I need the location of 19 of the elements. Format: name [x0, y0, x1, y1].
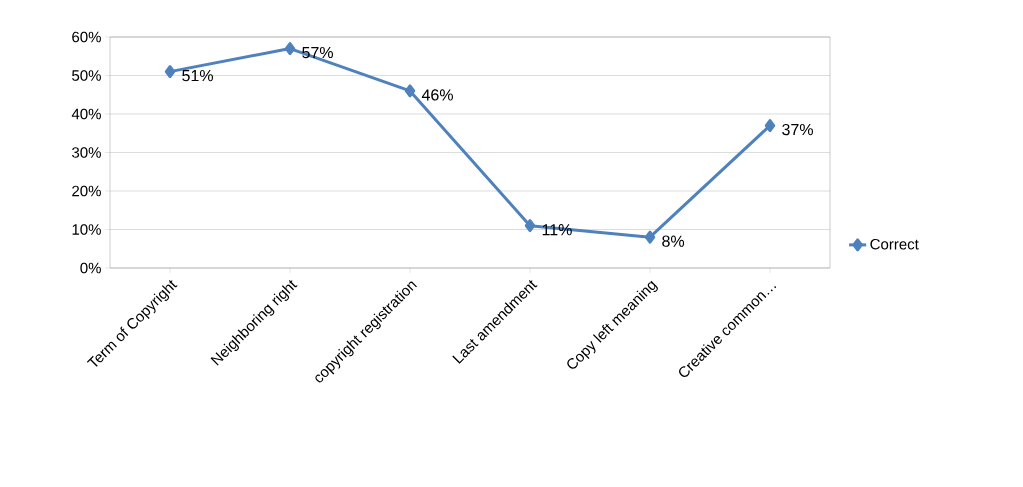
- data-label: 57%: [302, 46, 333, 59]
- point: [764, 119, 776, 133]
- point: [164, 65, 176, 79]
- y-tick-label: 30%: [72, 147, 101, 158]
- y-tick-label: 10%: [72, 224, 101, 235]
- data-label: 8%: [662, 235, 685, 247]
- y-tick-label: 60%: [72, 31, 101, 43]
- y-tick-label: 0%: [80, 262, 101, 274]
- y-tick-label: 50%: [72, 70, 101, 81]
- legend-label: Correct: [870, 238, 919, 250]
- data-label: 51%: [182, 70, 213, 82]
- point: [524, 219, 536, 233]
- point: [644, 230, 656, 244]
- y-tick-label: 40%: [71, 108, 101, 120]
- y-tick-label: 20%: [72, 185, 101, 197]
- data-label: 46%: [421, 89, 453, 101]
- point: [404, 84, 416, 98]
- data-label: 37%: [782, 123, 813, 136]
- point: [284, 42, 296, 56]
